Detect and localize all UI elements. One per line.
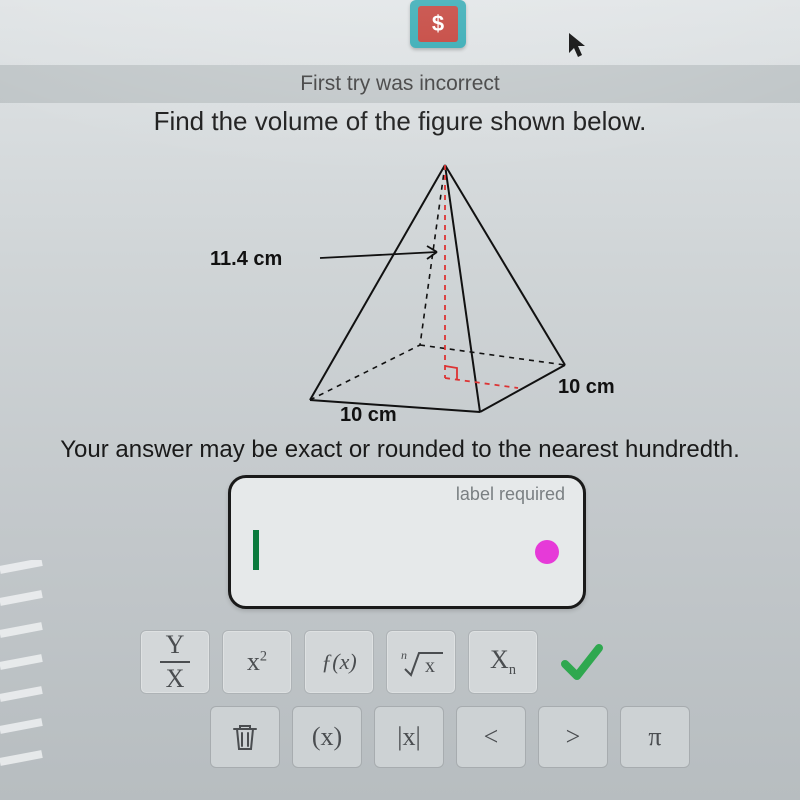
answer-input[interactable] [253, 526, 561, 574]
text-caret-icon [253, 530, 259, 570]
trash-button[interactable] [210, 706, 280, 768]
svg-text:x: x [425, 655, 435, 677]
nth-root-button[interactable]: n x [386, 630, 456, 694]
pyramid-diagram [230, 150, 590, 420]
math-toolbar-row2: (x) |x| < > π [210, 706, 690, 768]
notebook-spiral-icon [0, 560, 60, 800]
subscript-button[interactable]: Xn [468, 630, 538, 694]
dollar-icon: $ [418, 6, 458, 42]
dimension-front: 10 cm [340, 404, 397, 427]
pi-button[interactable]: π [620, 706, 690, 768]
feedback-banner: First try was incorrect [0, 65, 800, 103]
answer-instruction: Your answer may be exact or rounded to t… [0, 436, 800, 464]
less-than-button[interactable]: < [456, 706, 526, 768]
parentheses-button[interactable]: (x) [292, 706, 362, 768]
exponent-button[interactable]: x2 [222, 630, 292, 694]
hint-badge[interactable]: $ [410, 0, 466, 48]
question-prompt: Find the volume of the figure shown belo… [0, 106, 800, 137]
fraction-button[interactable]: YX [140, 630, 210, 694]
dimension-side: 10 cm [558, 376, 615, 399]
function-button[interactable]: ƒ(x) [304, 630, 374, 694]
cursor-icon [568, 32, 590, 65]
greater-than-button[interactable]: > [538, 706, 608, 768]
absolute-value-button[interactable]: |x| [374, 706, 444, 768]
dimension-height: 11.4 cm [210, 248, 282, 271]
answer-input-container[interactable]: label required [228, 475, 586, 609]
svg-text:n: n [401, 648, 407, 662]
quiz-screen: $ First try was incorrect Find the volum… [0, 0, 800, 800]
submit-check-button[interactable] [550, 631, 612, 693]
math-toolbar-row1: YX x2 ƒ(x) n x Xn [140, 630, 612, 694]
touch-indicator-icon [535, 540, 559, 564]
label-required-hint: label required [456, 484, 565, 505]
